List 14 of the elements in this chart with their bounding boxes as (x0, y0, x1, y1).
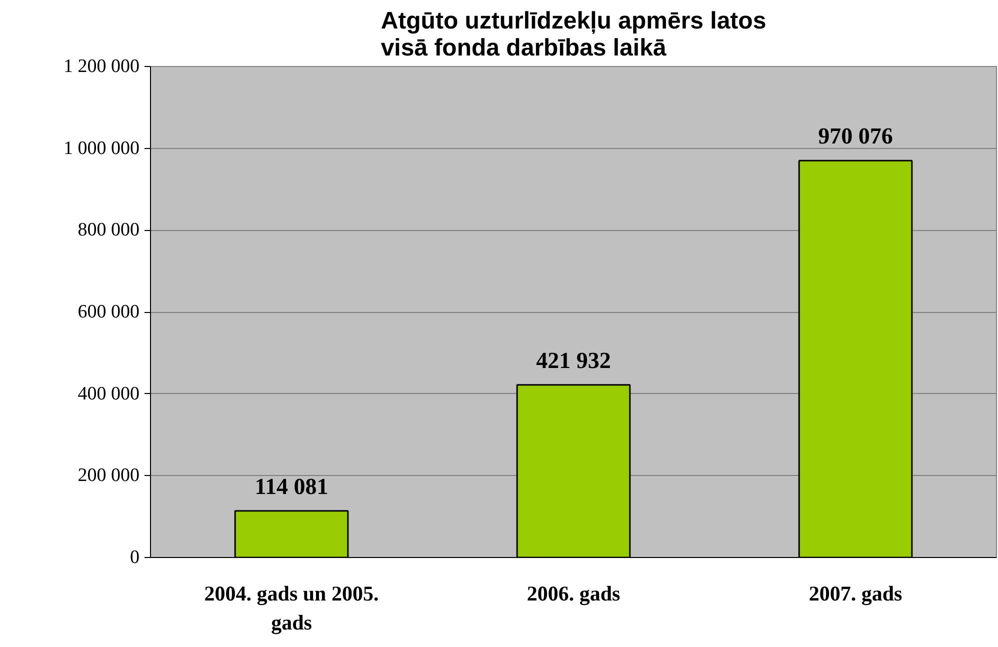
data-label: 421 932 (536, 348, 611, 373)
y-tick-label: 1 200 000 (64, 56, 140, 77)
x-tick-label: 2007. gads (808, 582, 902, 606)
x-tick-label: 2004. gads un 2005. gads (204, 582, 379, 634)
y-tick-label: 0 (130, 547, 140, 568)
y-tick-label: 600 000 (78, 302, 140, 322)
y-tick-label: 1 000 000 (64, 138, 140, 159)
y-tick-label: 800 000 (78, 220, 140, 241)
chart-title: Atgūto uzturlīdzekļu apmērs latos visā fonda darbības laikā (380, 8, 766, 62)
y-tick-label: 400 000 (78, 383, 140, 404)
data-label: 970 076 (818, 124, 893, 149)
y-tick-label: 200 000 (78, 465, 140, 486)
data-label: 114 081 (254, 474, 328, 499)
x-tick-label: 2006. gads (526, 582, 620, 606)
